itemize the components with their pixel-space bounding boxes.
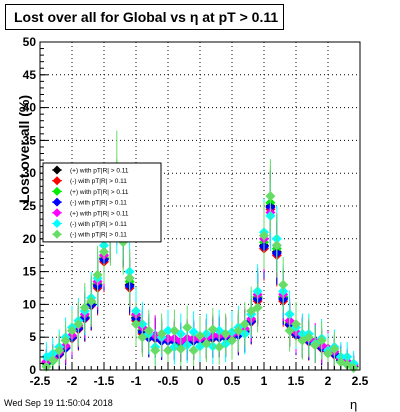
y-tick-label: 0: [29, 363, 36, 377]
x-tick-label: 2.5: [352, 374, 369, 388]
y-axis-label: Lost over all (%): [16, 95, 32, 204]
data-point: [278, 279, 289, 290]
y-tick-label: 10: [23, 297, 37, 311]
y-tick-label: 35: [23, 133, 37, 147]
x-tick-label: 0: [197, 374, 204, 388]
y-tick-label: 40: [23, 101, 37, 115]
legend-marker: [52, 197, 62, 207]
data-point: [201, 338, 212, 349]
x-tick-label: 1: [261, 374, 268, 388]
data-point: [303, 332, 314, 343]
data-point: [227, 335, 237, 346]
data-point: [47, 355, 58, 366]
data-point: [54, 345, 65, 356]
y-tick-label: 45: [23, 68, 37, 82]
x-tick-label: -0.5: [158, 374, 179, 388]
data-point: [239, 319, 250, 330]
data-point: [124, 273, 135, 284]
legend-marker: [52, 208, 62, 218]
legend-label: (-) with pT|R| > 0.11: [70, 200, 127, 207]
x-tick-label: 0.5: [224, 374, 241, 388]
legend: (+) with pT|R| > 0.11 (-) with pT|R| > 0.…: [42, 162, 162, 243]
legend-label: (+) with pT|R| > 0.11: [70, 210, 129, 217]
x-axis-label: η: [350, 397, 358, 412]
data-point: [188, 326, 199, 337]
y-tick-label: 5: [29, 330, 36, 344]
data-point: [323, 348, 333, 359]
axis-tick-labels: -2.5 -2 -1.5 -1 -0.5 0 0.5 1 1.5 2 2.5 0 5 10 15 20 25 30…: [23, 35, 369, 388]
data-point: [86, 296, 97, 307]
legend-marker: [52, 165, 62, 175]
data-point: [188, 345, 199, 356]
data-point: [182, 322, 193, 333]
x-tick-label: 2: [325, 374, 332, 388]
legend-marker: [52, 229, 62, 239]
data-point: [99, 246, 109, 257]
data-point: [329, 344, 340, 355]
data-point: [67, 325, 77, 336]
data-point: [150, 345, 161, 356]
data-point: [214, 342, 225, 353]
data-point: [310, 340, 321, 351]
data-point: [271, 240, 282, 251]
data-point: [79, 302, 90, 313]
chart-title: Lost over all for Global vs η at pT > 0.…: [5, 4, 284, 30]
data-point: [259, 230, 269, 241]
legend-marker: [52, 176, 62, 186]
data-point: [131, 319, 141, 330]
x-tick-label: 1.5: [288, 374, 305, 388]
x-tick-label: -1.5: [94, 374, 115, 388]
x-tick-label: -2.5: [30, 374, 51, 388]
y-tick-label: 50: [23, 35, 37, 49]
data-point: [169, 325, 180, 336]
data-point: [220, 328, 231, 339]
y-tick-label: 20: [23, 232, 37, 246]
timestamp: Wed Sep 19 11:50:04 2018: [4, 398, 113, 408]
data-point: [316, 335, 327, 346]
data-point: [207, 324, 218, 335]
x-tick-label: -2: [67, 374, 78, 388]
x-tick-label: -1: [131, 374, 142, 388]
data-point: [195, 330, 205, 341]
data-point: [175, 344, 186, 355]
legend-label: (-) with pT|R| > 0.11: [70, 221, 127, 228]
data-point: [291, 319, 301, 330]
data-point: [60, 335, 71, 346]
data-point: [156, 328, 167, 339]
y-tick-label: 30: [23, 166, 37, 180]
legend-label: (+) with pT|R| > 0.11: [70, 189, 129, 196]
data-point: [137, 332, 148, 343]
data-point: [73, 319, 84, 330]
y-tick-label: 25: [23, 199, 37, 213]
data-point: [252, 302, 263, 313]
legend-box: [42, 162, 162, 243]
data-point: [246, 305, 257, 316]
series-layer: [41, 130, 359, 374]
data-point: [265, 191, 276, 202]
data-point: [143, 325, 154, 336]
legend-marker: [52, 219, 62, 228]
data-point: [284, 325, 295, 336]
legend-marker: [52, 186, 62, 196]
y-tick-label: 15: [23, 265, 37, 279]
data-point: [233, 325, 244, 336]
legend-label: (+) with pT|R| > 0.11: [70, 168, 129, 175]
data-point: [92, 269, 103, 280]
legend-label: (-) with pT|R| > 0.11: [70, 178, 127, 185]
data-point: [163, 345, 173, 356]
legend-label: (-) with pT|R| > 0.11: [70, 232, 127, 239]
